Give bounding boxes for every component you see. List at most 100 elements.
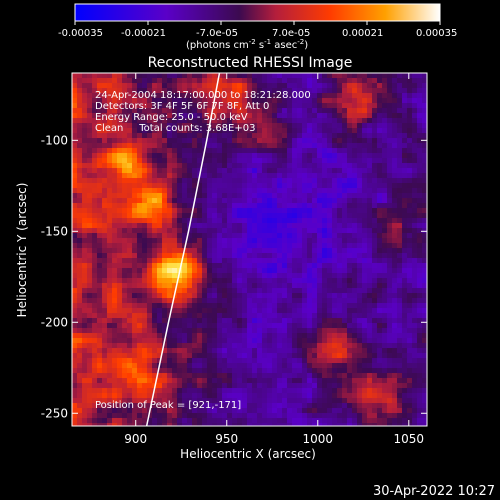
heatmap-cell (347, 163, 353, 169)
heatmap-cell (227, 178, 233, 184)
heatmap-cell (372, 153, 378, 159)
heatmap-cell (337, 128, 343, 134)
heatmap-cell (352, 398, 358, 404)
heatmap-cell (202, 143, 208, 149)
heatmap-cell (297, 403, 303, 409)
heatmap-cell (322, 403, 328, 409)
heatmap-cell (272, 408, 278, 414)
heatmap-cell (247, 393, 253, 399)
heatmap-cell (372, 308, 378, 314)
heatmap-cell (237, 368, 243, 374)
heatmap-cell (112, 83, 118, 89)
heatmap-cell (422, 378, 427, 384)
heatmap-cell (77, 73, 83, 79)
heatmap-cell (167, 413, 173, 419)
heatmap-cell (117, 198, 123, 204)
heatmap-cell (332, 338, 338, 344)
heatmap-cell (292, 288, 298, 294)
heatmap-cell (177, 73, 183, 79)
heatmap-cell (277, 288, 283, 294)
heatmap-cell (217, 298, 223, 304)
heatmap-cell (107, 233, 113, 239)
heatmap-cell (417, 363, 423, 369)
heatmap-cell (272, 348, 278, 354)
heatmap-cell (177, 313, 183, 319)
heatmap-cell (372, 198, 378, 204)
heatmap-cell (377, 263, 383, 269)
heatmap-cell (277, 398, 283, 404)
heatmap-cell (137, 133, 143, 139)
heatmap-cell (422, 108, 427, 114)
heatmap-cell (177, 373, 183, 379)
heatmap-cell (222, 173, 228, 179)
heatmap-cell (157, 343, 163, 349)
heatmap-cell (287, 288, 293, 294)
heatmap-cell (167, 198, 173, 204)
heatmap-cell (407, 328, 413, 334)
heatmap-cell (132, 163, 138, 169)
heatmap-cell (172, 398, 178, 404)
heatmap-cell (172, 353, 178, 359)
heatmap-cell (217, 253, 223, 259)
heatmap-cell (317, 108, 323, 114)
heatmap-cell (107, 263, 113, 269)
heatmap-cell (122, 148, 128, 154)
heatmap-cell (157, 353, 163, 359)
heatmap-cell (227, 223, 233, 229)
heatmap-cell (367, 178, 373, 184)
heatmap-cell (207, 263, 213, 269)
heatmap-cell (412, 218, 418, 224)
heatmap-cell (282, 88, 288, 94)
heatmap-cell (267, 413, 273, 419)
heatmap-cell (142, 133, 148, 139)
heatmap-cell (322, 308, 328, 314)
heatmap-cell (207, 103, 213, 109)
heatmap-cell (177, 303, 183, 309)
heatmap-cell (162, 193, 168, 199)
heatmap-cell (312, 153, 318, 159)
heatmap-cell (282, 303, 288, 309)
heatmap-cell (172, 303, 178, 309)
heatmap-cell (162, 258, 168, 264)
heatmap-cell (187, 143, 193, 149)
heatmap-cell (382, 373, 388, 379)
heatmap-cell (212, 168, 218, 174)
heatmap-cell (402, 163, 408, 169)
heatmap-cell (362, 293, 368, 299)
heatmap-cell (137, 233, 143, 239)
heatmap-cell (387, 303, 393, 309)
heatmap-cell (237, 308, 243, 314)
heatmap-cell (257, 338, 263, 344)
heatmap-cell (177, 403, 183, 409)
heatmap-cell (132, 403, 138, 409)
heatmap-cell (92, 363, 98, 369)
heatmap-cell (157, 378, 163, 384)
heatmap-cell (247, 88, 253, 94)
heatmap-cell (382, 243, 388, 249)
heatmap-cell (117, 118, 123, 124)
heatmap-cell (327, 288, 333, 294)
heatmap-cell (367, 288, 373, 294)
heatmap-cell (127, 288, 133, 294)
heatmap-cell (97, 83, 103, 89)
heatmap-cell (292, 278, 298, 284)
heatmap-cell (187, 348, 193, 354)
heatmap-cell (182, 193, 188, 199)
heatmap-cell (142, 118, 148, 124)
heatmap-cell (387, 103, 393, 109)
heatmap-cell (317, 388, 323, 394)
heatmap-cell (302, 228, 308, 234)
heatmap-cell (162, 363, 168, 369)
heatmap-cell (352, 218, 358, 224)
heatmap-cell (82, 328, 88, 334)
heatmap-cell (322, 253, 328, 259)
heatmap-cell (192, 338, 198, 344)
heatmap-cell (307, 293, 313, 299)
heatmap-cell (262, 108, 268, 114)
heatmap-cell (312, 188, 318, 194)
heatmap-cell (117, 238, 123, 244)
heatmap-cell (202, 343, 208, 349)
heatmap-cell (412, 228, 418, 234)
heatmap-cell (147, 188, 153, 194)
heatmap-cell (292, 368, 298, 374)
